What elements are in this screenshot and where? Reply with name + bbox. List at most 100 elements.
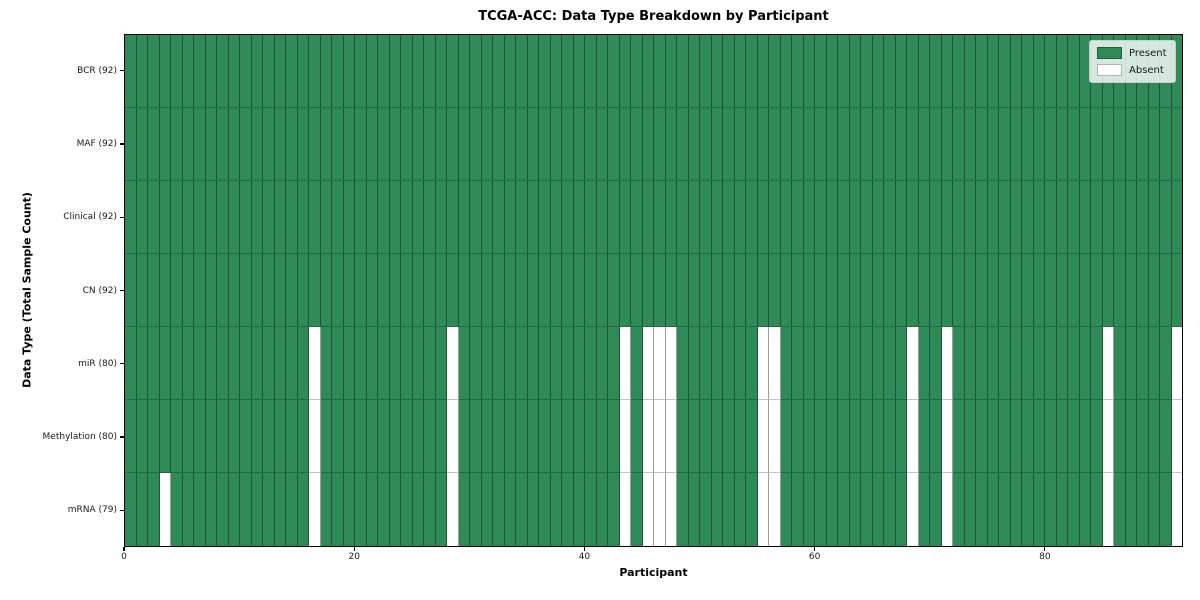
heatmap-cell-present: [780, 254, 792, 327]
heatmap-cell-present: [573, 473, 585, 546]
heatmap-cell-present: [987, 400, 999, 473]
heatmap-cell-present: [585, 181, 597, 254]
heatmap-cell-present: [389, 400, 401, 473]
heatmap-cell-present: [838, 181, 850, 254]
heatmap-cell-present: [240, 181, 252, 254]
heatmap-cell-present: [884, 181, 896, 254]
heatmap-cell-present: [366, 35, 378, 108]
heatmap-cell-present: [251, 108, 263, 181]
heatmap-cell-present: [677, 473, 689, 546]
heatmap-cell-present: [136, 400, 148, 473]
heatmap-cell-present: [148, 400, 160, 473]
heatmap-cell-present: [263, 254, 275, 327]
heatmap-cell-present: [619, 181, 631, 254]
heatmap-cell-present: [907, 254, 919, 327]
heatmap-cell-present: [470, 181, 482, 254]
heatmap-cell-present: [826, 254, 838, 327]
heatmap-cell-present: [1068, 473, 1080, 546]
heatmap-cell-present: [286, 473, 298, 546]
heatmap-cell-present: [838, 400, 850, 473]
heatmap-row: [125, 181, 1182, 254]
heatmap-cell-present: [849, 327, 861, 400]
heatmap-cell-present: [711, 108, 723, 181]
heatmap-cell-present: [987, 108, 999, 181]
heatmap-cell-present: [688, 108, 700, 181]
y-axis-tick: [120, 289, 124, 292]
heatmap-cell-present: [1160, 327, 1172, 400]
heatmap-cell-present: [136, 327, 148, 400]
heatmap-cell-absent: [769, 327, 781, 400]
heatmap-cell-present: [1160, 473, 1172, 546]
heatmap-cell-present: [148, 35, 160, 108]
heatmap-cell-present: [435, 181, 447, 254]
heatmap-cell-present: [263, 35, 275, 108]
heatmap-cell-present: [677, 254, 689, 327]
heatmap-cell-present: [1148, 400, 1160, 473]
heatmap-cell-present: [631, 473, 643, 546]
heatmap-cell-absent: [1171, 400, 1182, 473]
heatmap-cell-present: [355, 35, 367, 108]
heatmap-cell-present: [585, 473, 597, 546]
heatmap-cell-present: [1056, 254, 1068, 327]
y-axis-tick: [120, 216, 124, 218]
heatmap-cell-present: [240, 108, 252, 181]
heatmap-cell-present: [424, 254, 436, 327]
heatmap-cell-present: [401, 400, 413, 473]
heatmap-cell-present: [872, 35, 884, 108]
heatmap-cell-present: [1022, 108, 1034, 181]
heatmap-cell-present: [619, 35, 631, 108]
heatmap-cell-present: [550, 108, 562, 181]
heatmap-cell-present: [1125, 254, 1137, 327]
heatmap-cell-present: [780, 181, 792, 254]
heatmap-cell-present: [930, 35, 942, 108]
heatmap-cell-present: [964, 327, 976, 400]
heatmap-cell-present: [458, 254, 470, 327]
heatmap-cell-present: [343, 181, 355, 254]
heatmap-cell-present: [654, 108, 666, 181]
heatmap-cell-present: [1102, 254, 1114, 327]
heatmap-cell-present: [1125, 108, 1137, 181]
heatmap-cell-present: [803, 254, 815, 327]
heatmap-cell-absent: [642, 327, 654, 400]
heatmap-cell-present: [987, 35, 999, 108]
heatmap-cell-present: [619, 108, 631, 181]
heatmap-cell-present: [182, 327, 194, 400]
heatmap-cell-present: [723, 108, 735, 181]
heatmap-cell-present: [228, 181, 240, 254]
heatmap-cell-present: [504, 108, 516, 181]
heatmap-cell-present: [171, 400, 183, 473]
heatmap-cell-present: [665, 108, 677, 181]
heatmap-cell-present: [918, 108, 930, 181]
heatmap-cell-present: [412, 181, 424, 254]
heatmap-cell-present: [585, 108, 597, 181]
heatmap-cell-present: [1137, 181, 1149, 254]
heatmap-cell-present: [447, 254, 459, 327]
heatmap-cell-present: [573, 327, 585, 400]
heatmap-cell-present: [964, 35, 976, 108]
heatmap-cell-present: [930, 400, 942, 473]
heatmap-cell-present: [930, 327, 942, 400]
heatmap-cell-present: [309, 108, 321, 181]
heatmap-cell-present: [562, 254, 574, 327]
heatmap-cell-present: [976, 35, 988, 108]
heatmap-cell-present: [286, 108, 298, 181]
heatmap-cell-present: [424, 473, 436, 546]
heatmap-cell-present: [182, 35, 194, 108]
heatmap-cell-present: [861, 35, 873, 108]
heatmap-cell-present: [527, 181, 539, 254]
heatmap-cell-present: [194, 108, 206, 181]
heatmap-cell-present: [838, 473, 850, 546]
heatmap-cell-present: [861, 327, 873, 400]
heatmap-cell-present: [792, 181, 804, 254]
heatmap-cell-absent: [941, 400, 953, 473]
heatmap-cell-present: [332, 400, 344, 473]
heatmap-cell-present: [171, 327, 183, 400]
heatmap-cell-present: [1056, 108, 1068, 181]
heatmap-cell-present: [355, 473, 367, 546]
heatmap-cell-present: [895, 108, 907, 181]
heatmap-cell-present: [217, 400, 229, 473]
heatmap-cell-present: [435, 327, 447, 400]
heatmap-cell-present: [504, 35, 516, 108]
y-axis-tick: [120, 70, 124, 72]
